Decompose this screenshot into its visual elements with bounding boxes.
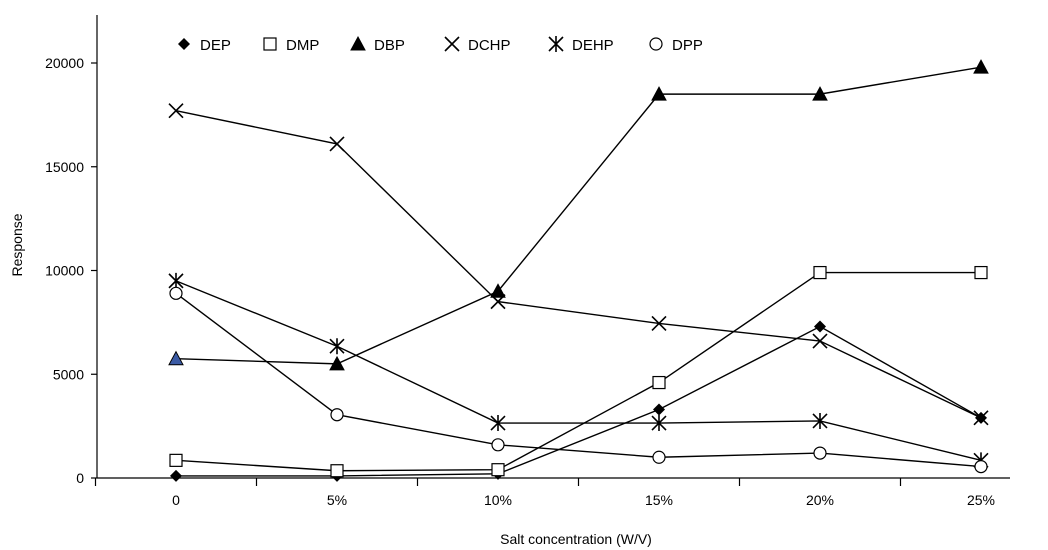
data-point-dchp xyxy=(812,333,828,349)
data-point-dpp xyxy=(813,446,827,460)
data-point-dehp xyxy=(168,272,184,289)
legend-item-dep: DEP xyxy=(178,37,231,54)
series-dchp xyxy=(168,103,989,426)
data-point-dchp xyxy=(973,410,989,426)
data-point-dchp xyxy=(651,315,667,331)
data-point-dmp xyxy=(652,375,666,390)
data-point-dbp xyxy=(812,86,828,101)
legend-label: DBP xyxy=(374,37,405,54)
y-axis: 0 5000 10000 15000 20000 Response xyxy=(9,15,98,486)
legend-marker-dehp xyxy=(548,36,564,52)
data-point-dep xyxy=(653,403,665,416)
series-line-dchp xyxy=(175,110,982,419)
legend-marker-dchp xyxy=(444,36,460,52)
data-point-dpp xyxy=(169,286,183,300)
y-tick-label: 5000 xyxy=(53,366,84,382)
data-point-dmp xyxy=(491,463,505,477)
series-line-dehp xyxy=(175,280,982,462)
series-dmp xyxy=(169,265,988,478)
legend-label: DMP xyxy=(286,37,319,54)
data-point-dehp xyxy=(812,412,828,429)
x-tick-label: 25% xyxy=(967,492,995,508)
data-point-dchp xyxy=(490,294,506,310)
legend-marker-dep xyxy=(178,38,190,50)
data-point-dehp xyxy=(329,338,345,355)
data-point-dmp xyxy=(813,265,827,280)
data-point-dehp xyxy=(490,415,506,432)
data-point-dpp xyxy=(652,450,666,464)
data-point-dep xyxy=(170,469,182,482)
y-tick-label: 10000 xyxy=(45,263,84,279)
series-line-dmp xyxy=(175,271,981,472)
y-tick-label: 15000 xyxy=(45,159,84,175)
series-dehp xyxy=(168,272,989,469)
y-ticks: 0 5000 10000 15000 20000 xyxy=(45,55,97,486)
legend-label: DEP xyxy=(200,37,231,54)
legend-marker-dmp xyxy=(263,37,277,51)
legend-marker-dpp xyxy=(649,37,663,51)
legend-marker-dbp xyxy=(350,35,366,51)
legend-item-dmp: DMP xyxy=(263,37,319,54)
legend-label: DPP xyxy=(672,37,703,54)
data-point-dchp xyxy=(329,136,345,152)
legend-item-dpp: DPP xyxy=(649,37,703,54)
x-axis-title: Salt concentration (W/V) xyxy=(500,531,652,547)
series-dpp xyxy=(169,286,988,474)
series-line-dbp xyxy=(175,66,982,365)
data-point-dpp xyxy=(974,459,988,474)
data-point-dmp xyxy=(974,265,988,280)
data-point-dmp xyxy=(330,464,344,478)
series-line-dep xyxy=(176,325,982,477)
x-tick-label: 10% xyxy=(484,492,512,508)
series-dbp xyxy=(168,59,989,371)
legend-item-dbp: DBP xyxy=(350,35,405,54)
legend-label: DCHP xyxy=(468,37,511,54)
legend: DEP DMP DBP DCHP DEHP DPP xyxy=(178,35,703,54)
data-point-dehp xyxy=(651,415,667,432)
x-tick-label: 20% xyxy=(806,492,834,508)
data-point-dbp xyxy=(329,355,345,371)
x-tick-label: 5% xyxy=(327,492,347,508)
data-point-dbp xyxy=(651,86,667,101)
data-point-dbp xyxy=(490,283,506,298)
data-point-dchp xyxy=(168,103,184,119)
y-tick-label: 20000 xyxy=(45,55,84,71)
x-tick-label: 0 xyxy=(172,492,180,508)
data-point-dep xyxy=(814,320,826,333)
data-point-dbp xyxy=(973,59,989,74)
series-dep xyxy=(170,320,987,482)
data-point-dbp xyxy=(168,350,184,366)
x-ticks: 0 5% 10% 15% 20% 25% xyxy=(94,478,995,508)
y-axis-title: Response xyxy=(9,213,25,276)
data-point-dmp xyxy=(169,453,183,467)
data-point-dpp xyxy=(330,408,344,422)
series-layer xyxy=(168,59,989,482)
x-axis: 0 5% 10% 15% 20% 25% Salt concentration (W/V) xyxy=(94,477,1010,547)
legend-item-dehp: DEHP xyxy=(548,36,614,54)
legend-item-dchp: DCHP xyxy=(444,36,511,54)
legend-label: DEHP xyxy=(572,37,614,54)
data-point-dpp xyxy=(491,438,505,452)
x-tick-label: 15% xyxy=(645,492,673,508)
y-tick-label: 0 xyxy=(76,470,84,486)
series-line-dpp xyxy=(175,292,982,468)
